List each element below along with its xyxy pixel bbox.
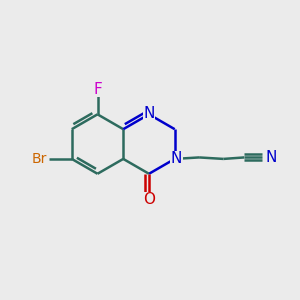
Text: N: N bbox=[170, 152, 182, 166]
Text: F: F bbox=[93, 82, 102, 97]
Text: O: O bbox=[143, 192, 155, 207]
Text: Br: Br bbox=[32, 152, 47, 166]
Text: N: N bbox=[143, 106, 155, 121]
Text: N: N bbox=[265, 150, 277, 165]
